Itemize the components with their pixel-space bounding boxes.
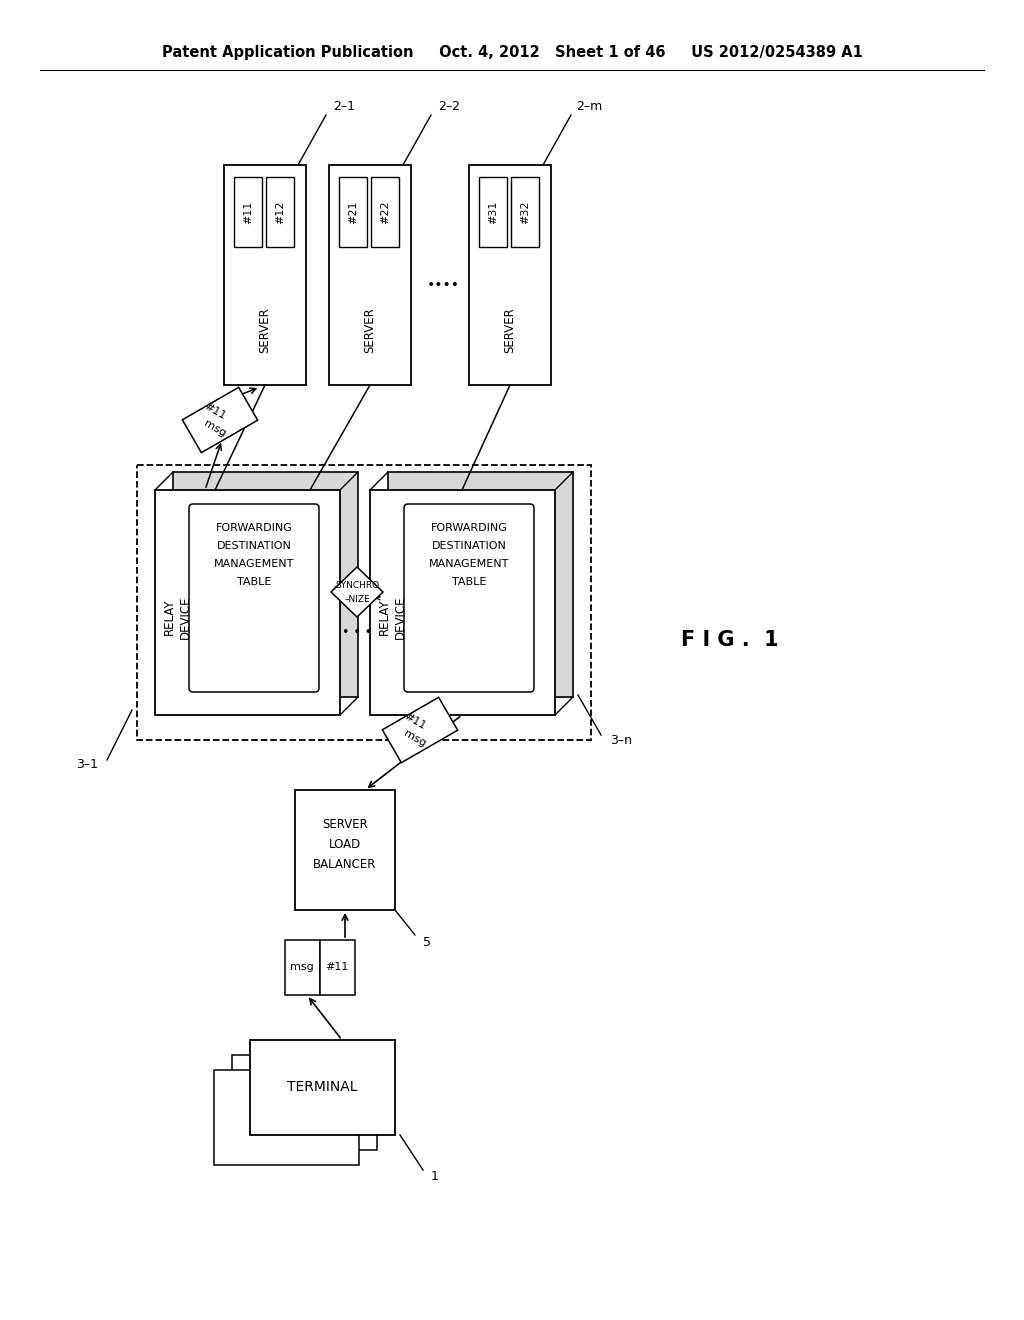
Bar (285, 940, 319, 995)
Text: 2–1: 2–1 (333, 100, 355, 114)
Text: BALANCER: BALANCER (313, 858, 377, 871)
Text: • • •: • • • (342, 626, 372, 639)
Bar (339, 177, 367, 247)
Bar (266, 177, 294, 247)
Text: –NIZE: –NIZE (344, 594, 370, 603)
Text: TERMINAL: TERMINAL (287, 1080, 357, 1094)
Text: #32: #32 (520, 201, 530, 224)
Text: 3–1: 3–1 (76, 759, 98, 771)
Bar (511, 177, 539, 247)
Bar (371, 177, 399, 247)
Text: MANAGEMENT: MANAGEMENT (214, 558, 294, 569)
Text: SYNCHRO: SYNCHRO (335, 581, 379, 590)
Text: DESTINATION: DESTINATION (431, 541, 507, 550)
Bar (234, 177, 262, 247)
FancyBboxPatch shape (404, 504, 534, 692)
Text: 2–2: 2–2 (438, 100, 460, 114)
Polygon shape (331, 568, 383, 616)
Text: #11: #11 (402, 711, 428, 731)
Bar (232, 1055, 377, 1150)
Bar (250, 1040, 395, 1135)
Text: F I G .  1: F I G . 1 (681, 630, 779, 649)
Text: SERVER: SERVER (504, 308, 516, 352)
Text: SERVER: SERVER (364, 308, 377, 352)
Text: 2–m: 2–m (575, 100, 602, 114)
Text: #22: #22 (380, 201, 390, 224)
Bar (479, 177, 507, 247)
Text: 3–n: 3–n (610, 734, 632, 747)
Bar (137, 465, 591, 741)
Bar (388, 473, 573, 697)
Text: msg: msg (402, 729, 428, 750)
Text: DESTINATION: DESTINATION (216, 541, 292, 550)
Text: SERVER: SERVER (258, 308, 271, 352)
Text: #11: #11 (203, 401, 227, 421)
Text: #12: #12 (275, 201, 285, 224)
Text: msg: msg (290, 962, 314, 972)
Text: 5: 5 (423, 936, 431, 949)
Bar (224, 165, 306, 385)
Bar (155, 490, 340, 715)
Text: LOAD: LOAD (329, 838, 361, 851)
Text: MANAGEMENT: MANAGEMENT (429, 558, 509, 569)
Text: FORWARDING: FORWARDING (430, 523, 508, 533)
Text: FORWARDING: FORWARDING (216, 523, 293, 533)
Text: #11: #11 (243, 201, 253, 223)
Text: #11: #11 (326, 962, 349, 972)
FancyBboxPatch shape (189, 504, 319, 692)
Bar (329, 165, 411, 385)
Bar (173, 473, 358, 697)
Text: DEVICE: DEVICE (393, 595, 407, 639)
Text: TABLE: TABLE (452, 577, 486, 587)
Text: RELAY: RELAY (163, 599, 175, 635)
Text: Patent Application Publication     Oct. 4, 2012   Sheet 1 of 46     US 2012/0254: Patent Application Publication Oct. 4, 2… (162, 45, 862, 59)
Bar (370, 490, 555, 715)
Text: RELAY: RELAY (378, 599, 390, 635)
Text: #21: #21 (348, 201, 358, 224)
Bar (214, 1071, 359, 1166)
Bar (295, 789, 395, 909)
Text: SERVER: SERVER (323, 818, 368, 832)
Text: 1: 1 (431, 1171, 439, 1184)
Bar (319, 940, 355, 995)
Text: DEVICE: DEVICE (178, 595, 191, 639)
Text: msg: msg (202, 418, 227, 440)
Text: ••••: •••• (427, 279, 460, 292)
Polygon shape (182, 387, 258, 453)
Text: TABLE: TABLE (237, 577, 271, 587)
Bar (469, 165, 551, 385)
Polygon shape (382, 697, 458, 763)
Text: #31: #31 (488, 201, 498, 223)
